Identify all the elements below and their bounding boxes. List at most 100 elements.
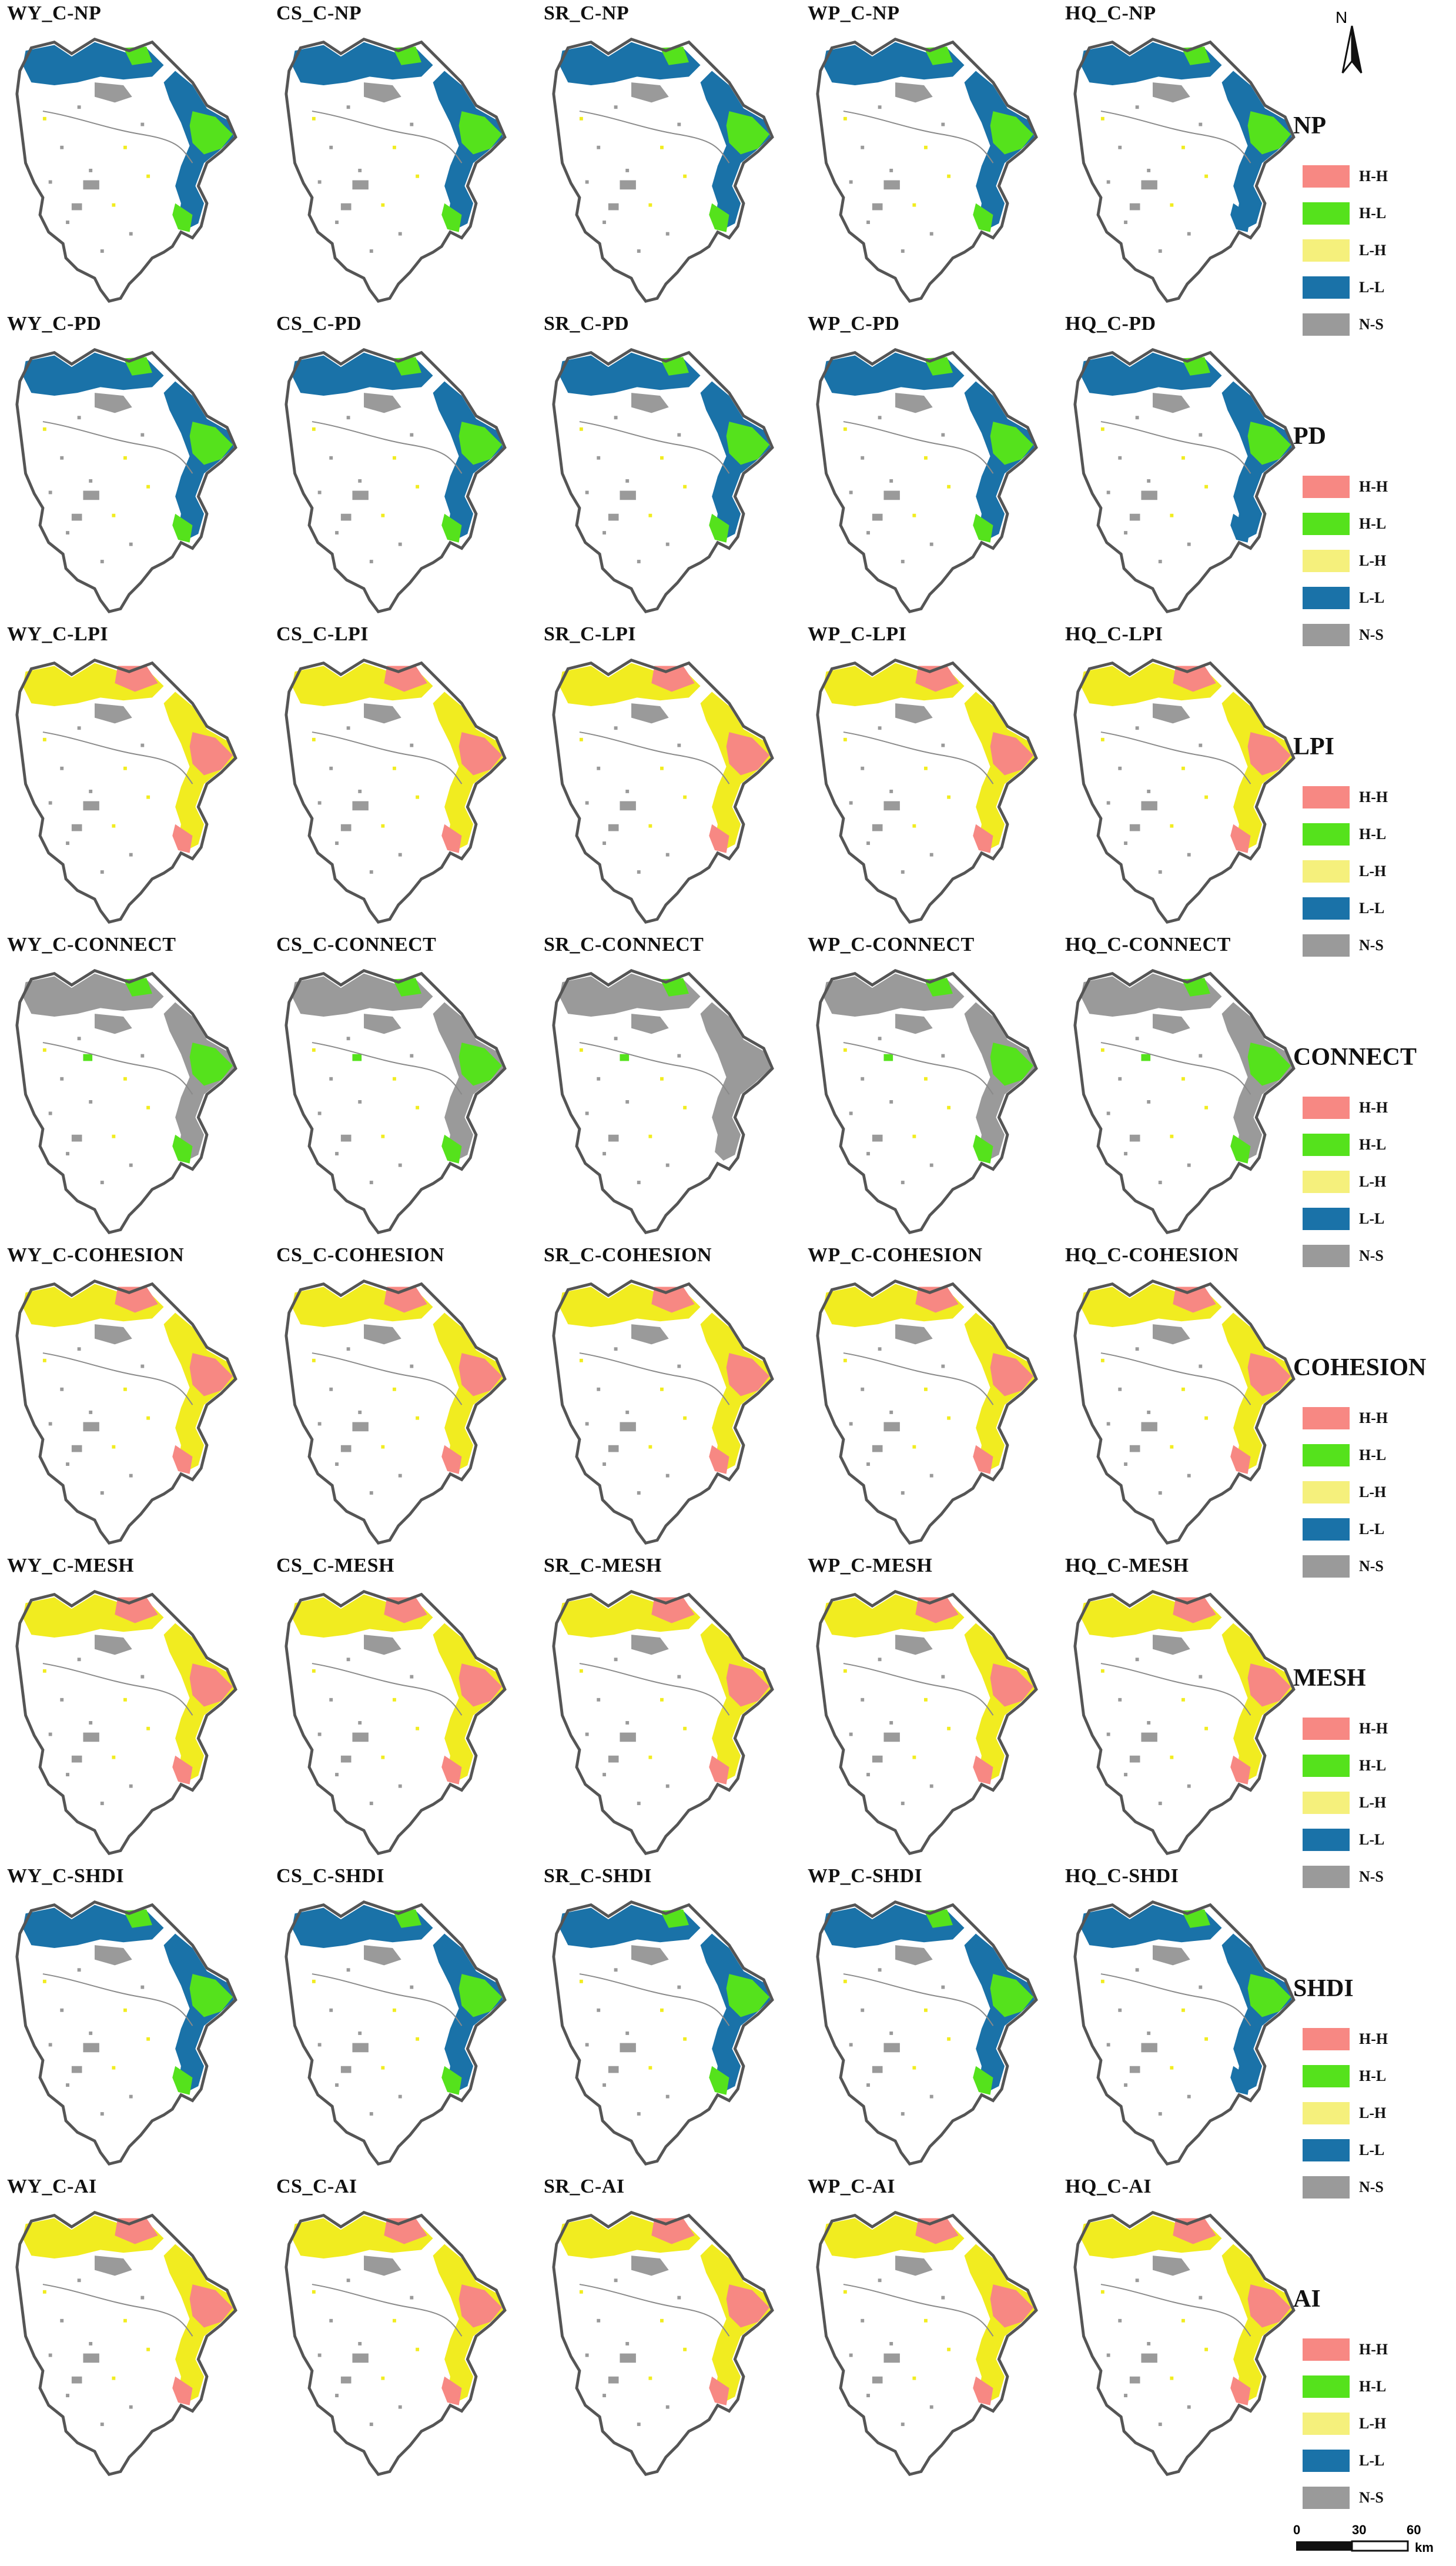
panel-title: CS_C-PD — [276, 313, 362, 335]
panel-title: WY_C-COHESION — [7, 1244, 185, 1266]
legend-swatch — [1303, 897, 1350, 920]
hl-cluster-east — [189, 1974, 233, 2017]
lh-cluster-east — [433, 1623, 503, 1782]
lh-cluster-east — [700, 1623, 771, 1782]
region-outline — [15, 1590, 237, 1855]
lh-cluster-north — [292, 1594, 433, 1638]
legend-item: H-H — [1293, 1710, 1452, 1747]
hl-cluster-south — [172, 513, 193, 543]
lh-cluster-north — [823, 1594, 965, 1638]
legend-item: L-H — [1293, 232, 1452, 269]
legend-swatch — [1303, 786, 1350, 808]
hh-cluster-north — [915, 2218, 959, 2244]
legend-label: L-L — [1359, 2451, 1385, 2469]
legend-label: N-S — [1359, 1867, 1384, 1885]
legend-block: CONNECT H-H H-L L-H L-L N-S — [1293, 1043, 1452, 1274]
hh-cluster-north — [384, 1597, 427, 1623]
hh-cluster-north — [651, 1287, 695, 1313]
hl-cluster-south — [709, 513, 729, 543]
river-line — [312, 1663, 463, 1716]
lh-cluster-north — [1080, 1594, 1222, 1638]
ns-cluster-mid — [895, 1945, 933, 1966]
map-panel: WY_C-SHDI — [0, 1865, 253, 2171]
river-line — [312, 1042, 463, 1095]
map-graphic — [1073, 659, 1296, 924]
map-graphic — [1073, 1900, 1296, 2166]
map-graphic — [15, 38, 237, 303]
legend-swatch — [1303, 2101, 1350, 2124]
legend-item: H-H — [1293, 158, 1452, 195]
map-panel: HQ_C-PD — [1058, 313, 1311, 619]
legend-label: L-L — [1359, 2141, 1385, 2159]
panel-title: WP_C-CONNECT — [808, 934, 975, 955]
hl-cluster-east — [990, 1043, 1034, 1086]
map-graphic — [816, 1590, 1038, 1855]
legend-label: H-H — [1359, 2340, 1388, 2358]
hh-cluster-south — [973, 824, 993, 853]
map-panel: SR_C-LPI — [537, 623, 789, 929]
hh-cluster-east — [990, 1663, 1034, 1707]
map-panel: HQ_C-AI — [1058, 2176, 1311, 2481]
legend-item: N-S — [1293, 616, 1452, 653]
hl-cluster-south — [172, 203, 193, 232]
map-panel: HQ_C-COHESION — [1058, 1244, 1311, 1550]
hl-cluster-east — [189, 1043, 233, 1086]
legend-swatch — [1303, 2139, 1350, 2161]
lh-cluster-north — [823, 1284, 965, 1328]
hh-cluster-south — [973, 1755, 993, 1785]
map-panel: WP_C-MESH — [801, 1555, 1053, 1860]
river-line — [843, 1973, 994, 2026]
legend-label: H-L — [1359, 1756, 1387, 1774]
scale-tick-30: 30 — [1352, 2522, 1367, 2537]
legend-label: H-H — [1359, 1098, 1388, 1116]
map-panel: CS_C-MESH — [269, 1555, 522, 1860]
map-panel: HQ_C-MESH — [1058, 1555, 1311, 1860]
legend-item: H-H — [1293, 2331, 1452, 2368]
map-graphic — [1073, 969, 1296, 1234]
river-line — [843, 111, 994, 163]
legend-label: N-S — [1359, 1247, 1384, 1264]
hh-cluster-south — [1230, 1755, 1251, 1785]
hh-cluster-east — [726, 2284, 770, 2328]
map-panel: WP_C-SHDI — [801, 1865, 1053, 2171]
hl-cluster-south — [441, 1134, 462, 1164]
legend-sidebar: NP H-H H-L L-H L-L N-S PD H-H H-L L-H L-L N-S LPI H-H… — [1281, 0, 1456, 2566]
panel-title: SR_C-SHDI — [544, 1865, 652, 1887]
ll-cluster-east — [163, 1933, 234, 2092]
hl-cluster-east — [189, 422, 233, 465]
legend-swatch — [1303, 276, 1350, 299]
legend-swatch — [1303, 1406, 1350, 1429]
hh-cluster-north — [915, 666, 959, 692]
map-graphic — [15, 1900, 237, 2166]
map-graphic — [552, 1590, 774, 1855]
hl-cluster-east — [726, 422, 770, 465]
river-line — [579, 1352, 730, 1405]
panel-title: WP_C-SHDI — [808, 1865, 923, 1887]
legend-block: PD H-H H-L L-H L-L N-S — [1293, 422, 1452, 653]
map-panel: SR_C-COHESION — [537, 1244, 789, 1550]
hl-cluster-east — [189, 111, 233, 155]
ll-cluster-east — [1221, 381, 1292, 540]
ns-cluster-mid — [895, 703, 933, 724]
legend-swatch — [1303, 1170, 1350, 1193]
legend-swatch — [1303, 860, 1350, 883]
lh-cluster-north — [292, 663, 433, 707]
legend-label: L-L — [1359, 1830, 1385, 1848]
legend-swatch — [1303, 1791, 1350, 1814]
ns-cluster-mid — [1153, 1635, 1190, 1655]
legend-label: L-H — [1359, 552, 1387, 569]
map-panel: WP_C-COHESION — [801, 1244, 1053, 1550]
map-panel: WP_C-NP — [801, 2, 1053, 308]
legend-label: N-S — [1359, 936, 1384, 954]
river-line — [1100, 1973, 1251, 2026]
region-outline — [552, 969, 774, 1234]
map-panel: CS_C-CONNECT — [269, 934, 522, 1239]
ns-cluster-mid — [364, 2256, 401, 2276]
legend-block: LPI H-H H-L L-H L-L N-S — [1293, 733, 1452, 964]
river-line — [42, 1042, 193, 1095]
map-graphic — [1073, 1590, 1296, 1855]
legend-item: N-S — [1293, 927, 1452, 964]
legend-swatch — [1303, 165, 1350, 188]
legend-swatch — [1303, 1555, 1350, 1578]
region-outline — [15, 1900, 237, 2166]
